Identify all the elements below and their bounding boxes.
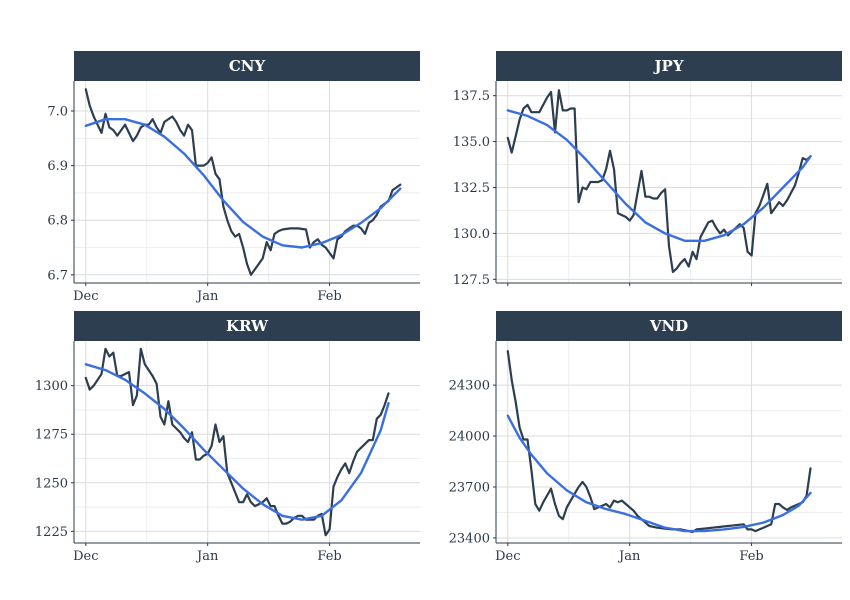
y-tick-label: 6.9 <box>47 159 68 174</box>
y-tick-label: 137.5 <box>453 89 490 104</box>
x-tick-label: Feb <box>317 289 341 304</box>
y-tick-label: 130.0 <box>453 227 490 242</box>
y-tick-label: 132.5 <box>453 181 490 196</box>
y-tick-label: 1275 <box>35 428 68 443</box>
panel-strip <box>496 311 842 341</box>
x-tick-label: Jan <box>195 289 219 304</box>
panel-title: VND <box>649 317 688 335</box>
panel-cny: CNY 6.7 6.8 6.9 7.0 Dec Jan Feb <box>47 51 420 304</box>
y-tick-label: 24300 <box>449 379 490 394</box>
rate-line <box>506 350 812 534</box>
panel-vnd: VND 23400 23700 24000 24300 Dec Jan Feb <box>449 311 842 564</box>
rate-line <box>84 347 390 537</box>
y-tick-label: 6.7 <box>47 268 68 283</box>
y-tick-label: 24000 <box>449 430 490 445</box>
y-tick-label: 23400 <box>449 531 490 546</box>
x-tick-label: Feb <box>317 549 341 564</box>
x-tick-label: Feb <box>739 549 763 564</box>
panel-title: JPY <box>652 57 683 75</box>
y-tick-label: 7.0 <box>47 105 68 120</box>
panel-jpy: JPY 127.5 130.0 132.5 135.0 137.5 <box>453 51 842 288</box>
trend-line <box>84 118 402 249</box>
panel-krw: KRW 1225 1250 1275 1300 Dec Jan Feb <box>35 311 420 564</box>
y-tick-label: 1250 <box>35 476 68 491</box>
trend-line <box>84 363 390 521</box>
panel-strip <box>74 311 420 341</box>
x-tick-label: Jan <box>617 549 641 564</box>
y-tick-label: 6.8 <box>47 214 68 229</box>
panel-title: KRW <box>226 317 269 335</box>
panel-strip <box>74 51 420 81</box>
x-tick-label: Jan <box>195 549 219 564</box>
panel-title: CNY <box>229 57 266 75</box>
y-tick-label: 1225 <box>35 525 68 540</box>
y-tick-label: 135.0 <box>453 135 490 150</box>
plot-area <box>74 341 420 543</box>
y-tick-label: 127.5 <box>453 273 490 288</box>
rate-line <box>84 88 402 276</box>
y-tick-label: 1300 <box>35 379 68 394</box>
x-tick-label: Dec <box>73 549 98 564</box>
plot-area <box>74 81 420 283</box>
x-tick-label: Dec <box>495 549 520 564</box>
rate-line <box>506 89 812 274</box>
trend-line <box>506 414 812 533</box>
x-tick-label: Dec <box>73 289 98 304</box>
panel-strip <box>496 51 842 81</box>
trend-line <box>506 109 812 242</box>
y-tick-label: 23700 <box>449 480 490 495</box>
